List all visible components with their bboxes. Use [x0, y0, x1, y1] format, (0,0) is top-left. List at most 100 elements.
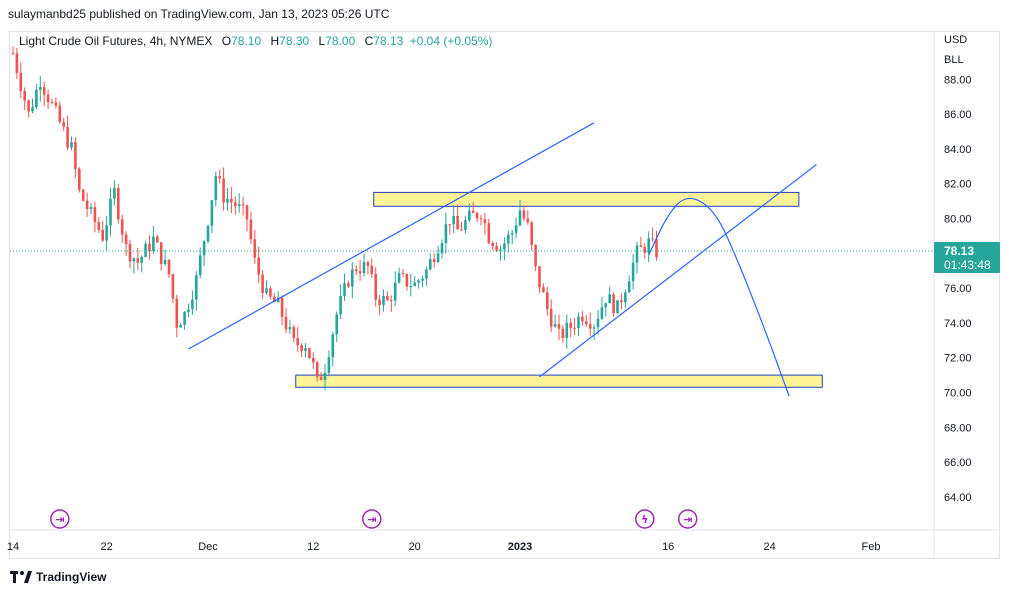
dividend-icon — [362, 509, 382, 529]
candle-body — [163, 259, 167, 265]
y-tick-label: 72.00 — [944, 353, 972, 365]
candle-body — [635, 245, 639, 263]
candle-body — [510, 233, 514, 235]
candle-body — [206, 225, 210, 242]
open-label: O — [221, 34, 232, 48]
upper-channel-trendline — [188, 122, 595, 350]
candle-body — [312, 358, 315, 363]
candle-body — [245, 205, 249, 220]
candle-body — [378, 299, 381, 306]
candle-body — [405, 273, 409, 287]
candle-body — [27, 100, 30, 112]
candle-body — [179, 324, 182, 328]
candle-body — [93, 207, 97, 223]
last-price-badge — [934, 242, 1000, 274]
candle-body — [288, 327, 292, 330]
candle-body — [66, 126, 69, 148]
x-tick-label: 24 — [763, 541, 775, 553]
candle-body — [542, 287, 545, 293]
candle-body — [214, 176, 218, 201]
candle-body — [655, 239, 658, 258]
candle-body — [50, 102, 54, 104]
candle-body — [319, 376, 323, 380]
resistance-zone — [373, 191, 800, 207]
candle-body — [565, 322, 569, 339]
candle-body — [475, 213, 479, 219]
candle-body — [538, 266, 541, 288]
candle-body — [573, 327, 576, 329]
candle-body — [327, 357, 331, 373]
y-tick-label: 70.00 — [944, 388, 972, 400]
y-tick-label: 74.00 — [944, 318, 972, 330]
candle-body — [109, 198, 112, 226]
candle-body — [409, 285, 413, 287]
candle-body — [62, 121, 65, 127]
candle-body — [386, 296, 389, 301]
candle-body — [269, 288, 272, 297]
candle-body — [218, 176, 221, 179]
high-label: H — [270, 34, 280, 48]
candle-body — [390, 300, 393, 302]
candle-body — [31, 107, 34, 112]
x-tick-label: Feb — [862, 541, 881, 553]
currency-label[interactable]: USD — [944, 34, 968, 46]
candle-body — [401, 273, 405, 275]
candle-body — [175, 298, 179, 328]
candle-body — [616, 300, 619, 314]
last-price-label: 78.13 — [944, 244, 974, 258]
candle-body — [627, 281, 631, 293]
candle-body — [440, 243, 444, 254]
rising-support-trendline — [539, 164, 817, 378]
dividend-icon-glyph: ⇥ — [683, 513, 692, 526]
symbol-title[interactable]: Light Crude Oil Futures, 4h, NYMEX — [19, 34, 213, 48]
candle-body — [452, 215, 455, 225]
candle-body — [46, 94, 50, 103]
candle-body — [592, 327, 596, 329]
candle-body — [518, 210, 522, 226]
tradingview-logo-icon[interactable] — [10, 571, 32, 583]
candle-body — [257, 257, 260, 275]
candle-body — [296, 338, 299, 346]
candle-body — [421, 278, 424, 281]
candle-body — [620, 300, 623, 303]
candle-body — [78, 168, 81, 190]
candle-body — [487, 223, 491, 244]
candle-body — [479, 218, 483, 220]
candle-body — [198, 255, 202, 276]
candle-body — [534, 244, 537, 267]
candle-body — [315, 362, 319, 377]
candle-body — [639, 245, 643, 247]
dividend-icon — [50, 509, 70, 529]
candle-body — [226, 198, 229, 203]
candle-body — [581, 316, 584, 322]
y-tick-label: 76.00 — [944, 283, 972, 295]
x-tick-label: Dec — [198, 541, 218, 553]
candle-body — [397, 273, 401, 283]
candle-body — [144, 243, 147, 257]
x-tick-label: 14 — [7, 541, 19, 553]
candle-body — [136, 258, 140, 263]
candle-body — [468, 210, 471, 221]
close-value: 78.13 — [373, 34, 404, 48]
candle-body — [499, 249, 502, 251]
candle-body — [210, 200, 214, 226]
candle-body — [503, 243, 506, 250]
dividend-icon-glyph: ⇥ — [55, 513, 64, 526]
candle-body — [417, 280, 420, 283]
candle-body — [643, 246, 647, 253]
candle-body — [148, 243, 151, 252]
candle-body — [585, 321, 588, 325]
candle-body — [425, 269, 428, 279]
candle-body — [471, 210, 475, 214]
candle-body — [113, 188, 116, 199]
low-value: 78.00 — [325, 34, 356, 48]
x-tick-label: 22 — [100, 541, 112, 553]
candle-body — [569, 322, 572, 328]
candle-body — [167, 259, 171, 275]
candle-body — [343, 283, 346, 296]
brand-name[interactable]: TradingView — [36, 570, 107, 584]
low-label: L — [318, 34, 326, 48]
x-tick-label: 20 — [409, 541, 421, 553]
candle-body — [323, 372, 327, 380]
